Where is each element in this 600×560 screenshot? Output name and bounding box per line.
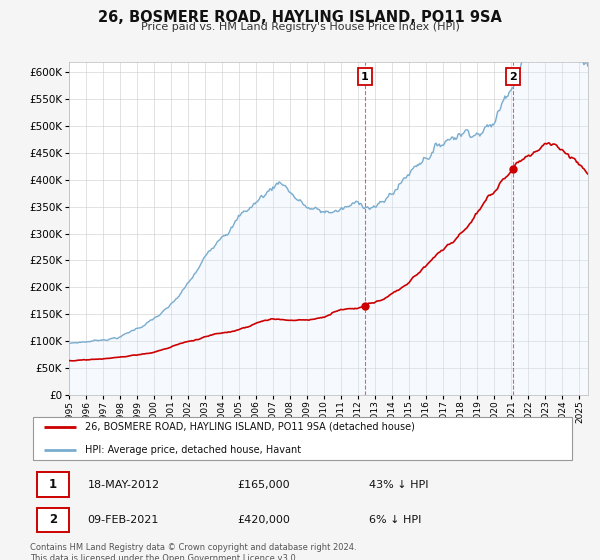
Text: Price paid vs. HM Land Registry's House Price Index (HPI): Price paid vs. HM Land Registry's House …	[140, 22, 460, 32]
Text: HPI: Average price, detached house, Havant: HPI: Average price, detached house, Hava…	[85, 445, 301, 455]
Text: £165,000: £165,000	[238, 479, 290, 489]
Text: 2: 2	[509, 72, 517, 82]
Text: 2: 2	[49, 513, 57, 526]
Text: 1: 1	[49, 478, 57, 491]
Text: 1: 1	[361, 72, 368, 82]
Text: 43% ↓ HPI: 43% ↓ HPI	[368, 479, 428, 489]
Text: Contains HM Land Registry data © Crown copyright and database right 2024.
This d: Contains HM Land Registry data © Crown c…	[30, 543, 356, 560]
Text: 26, BOSMERE ROAD, HAYLING ISLAND, PO11 9SA: 26, BOSMERE ROAD, HAYLING ISLAND, PO11 9…	[98, 10, 502, 25]
Text: 26, BOSMERE ROAD, HAYLING ISLAND, PO11 9SA (detached house): 26, BOSMERE ROAD, HAYLING ISLAND, PO11 9…	[85, 422, 415, 432]
Text: 18-MAY-2012: 18-MAY-2012	[88, 479, 160, 489]
FancyBboxPatch shape	[33, 417, 572, 460]
Text: 09-FEB-2021: 09-FEB-2021	[88, 515, 159, 525]
FancyBboxPatch shape	[37, 507, 69, 532]
Text: £420,000: £420,000	[238, 515, 290, 525]
Text: 6% ↓ HPI: 6% ↓ HPI	[368, 515, 421, 525]
FancyBboxPatch shape	[37, 473, 69, 497]
